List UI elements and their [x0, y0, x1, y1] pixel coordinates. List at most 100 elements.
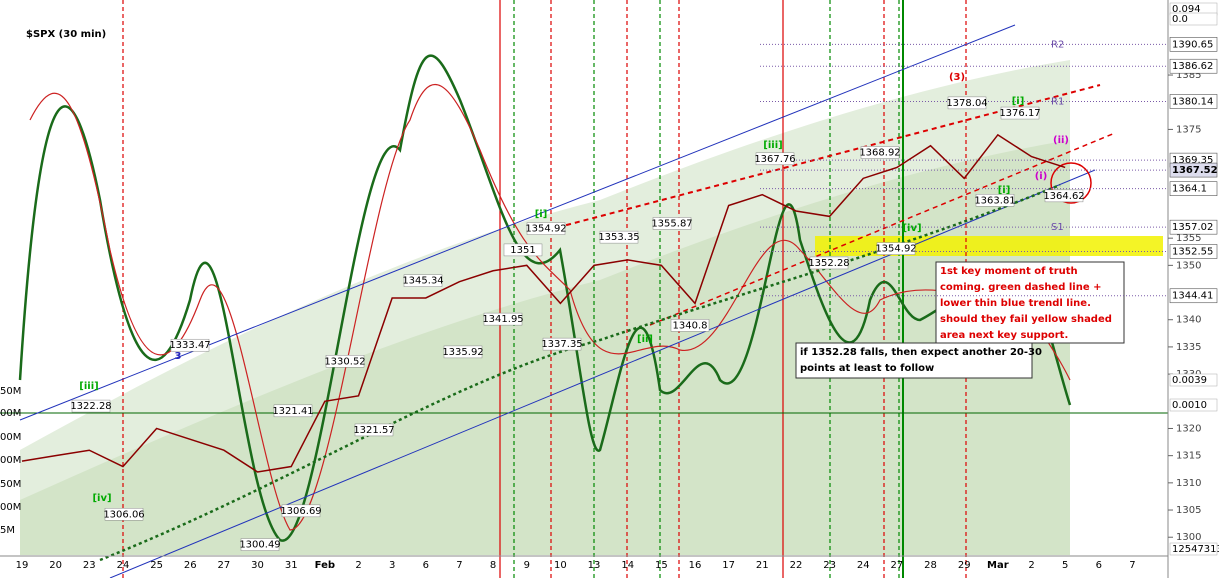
x-tick-label: 19 [16, 560, 29, 571]
wave-label: [i] [1012, 96, 1025, 107]
x-tick-label: Mar [987, 560, 1009, 571]
wave-label: [iii] [763, 140, 782, 151]
x-tick-label: Feb [315, 560, 335, 571]
level-label: 1369.35 [1172, 155, 1213, 166]
indicator-label: 0.0039 [1172, 375, 1207, 386]
wave-label: (3) [949, 72, 965, 83]
y-tick-label: 1300 [1176, 532, 1201, 543]
y-tick-label: 1355 [1176, 233, 1201, 244]
y-tick-label: 1385 [1176, 70, 1201, 81]
price-label: 1368.92 [859, 147, 900, 158]
x-tick-label: 24 [857, 560, 870, 571]
price-box [599, 230, 639, 244]
channel-lower [109, 169, 1096, 578]
x-tick-label: 20 [49, 560, 62, 571]
chart-title: $SPX (30 min) [26, 29, 106, 40]
price-box [104, 508, 144, 521]
x-tick-label: 25 [150, 560, 163, 571]
wave-label: [i] [998, 185, 1011, 196]
price-box [975, 194, 1015, 207]
price-label: 1376.17 [999, 108, 1040, 119]
zone-label: S1 [1051, 222, 1064, 233]
x-tick-label: 22 [790, 560, 803, 571]
x-tick-label: 13 [588, 560, 601, 571]
price-box [542, 337, 582, 351]
price-line [21, 133, 1066, 473]
zone-label: R2 [1051, 39, 1064, 50]
x-tick-label: 31 [285, 560, 298, 571]
price-box [670, 319, 710, 332]
x-tick-label: 7 [1129, 560, 1135, 571]
y-tick-label: 1315 [1176, 451, 1201, 462]
price-box [443, 345, 483, 359]
x-tick-label: 29 [958, 560, 971, 571]
annotation-line: 1st key moment of truth [940, 266, 1078, 277]
price-label: 1340.8 [673, 320, 708, 331]
price-box [325, 355, 365, 368]
price-label: 1367.76 [754, 154, 795, 165]
volume-label: 00M [0, 408, 21, 419]
annotation-line: if 1352.28 falls, then expect another 20… [800, 347, 1042, 358]
wave-label: 3 [175, 351, 182, 362]
x-tick-label: 17 [722, 560, 735, 571]
price-box [652, 217, 692, 230]
price-box [281, 504, 321, 518]
price-label: 1306.69 [280, 506, 321, 517]
price-box [947, 96, 987, 110]
volume-label: 5M [0, 525, 15, 536]
level-label: 1367.52 [1172, 165, 1218, 176]
price-label: 1355.87 [651, 218, 692, 229]
annotation-line: lower thin blue trendl line. [940, 298, 1091, 309]
y-tick-label: 1340 [1176, 315, 1201, 326]
channel-upper [19, 24, 1016, 421]
trend-red-lower [649, 132, 1116, 326]
price-label: 1341.95 [482, 314, 523, 325]
price-label: 1354.92 [525, 224, 566, 235]
volume-label: 50M [0, 479, 21, 490]
price-label: 1321.57 [353, 425, 394, 436]
price-label: 1300.49 [239, 540, 280, 551]
price-box [403, 274, 443, 287]
price-box [1044, 189, 1084, 203]
y-tick-label: 1320 [1176, 423, 1201, 434]
annotation-line: should they fail yellow shaded [940, 314, 1112, 325]
price-box [1000, 106, 1040, 120]
x-tick-label: 23 [83, 560, 96, 571]
price-box [240, 538, 280, 551]
wave-label: [i] [535, 209, 548, 220]
level-box [1169, 162, 1218, 178]
level-box [1169, 37, 1218, 52]
level-label: 1357.02 [1172, 222, 1213, 233]
price-label: 1333.47 [169, 340, 210, 351]
price-label: 1306.06 [103, 509, 144, 520]
x-tick-label: 3 [389, 560, 395, 571]
price-box [876, 242, 916, 255]
x-tick-label: 14 [621, 560, 634, 571]
indicator-box [1169, 398, 1218, 412]
x-tick-label: 16 [689, 560, 702, 571]
x-tick-label: 6 [423, 560, 429, 571]
price-label: 1335.92 [442, 347, 483, 358]
price-box [354, 423, 394, 437]
indicator-label: 0.0 [1172, 14, 1188, 25]
price-box [860, 146, 900, 159]
indicator-label: 0.0010 [1172, 400, 1207, 411]
price-label: 1330.52 [324, 356, 365, 367]
x-tick-label: 8 [490, 560, 496, 571]
annotation-box [935, 261, 1125, 344]
level-label: 1390.65 [1172, 39, 1213, 50]
volume-label: 50M [0, 386, 21, 397]
wave-label: [iv] [902, 223, 921, 234]
level-box [1169, 181, 1218, 196]
price-box [755, 152, 795, 166]
annotation-line: coming. green dashed line + [940, 282, 1101, 293]
x-tick-label: 15 [655, 560, 668, 571]
moving-average [99, 183, 1061, 562]
annotation-line: area next key support. [940, 330, 1068, 341]
price-label: 1364.62 [1043, 191, 1084, 202]
price-box [503, 243, 543, 257]
indicator-label: 12547313 [1172, 544, 1219, 555]
y-tick-label: 1335 [1176, 342, 1201, 353]
support-zone [815, 236, 1163, 256]
